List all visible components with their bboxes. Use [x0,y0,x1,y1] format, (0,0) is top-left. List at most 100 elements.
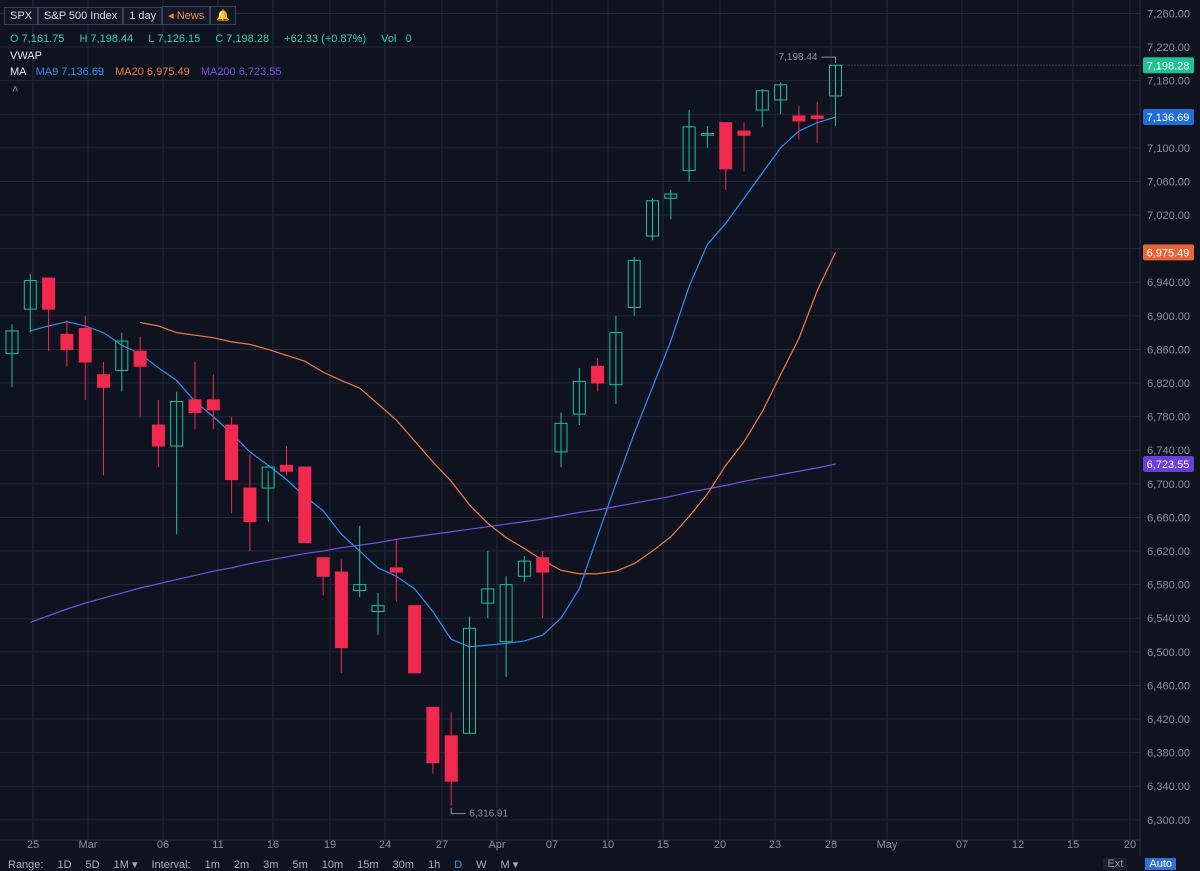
candle [97,362,110,476]
y-tick-label: 7,220.00 [1147,42,1190,54]
open-value: 7,161.75 [21,33,65,45]
range-1d[interactable]: 1D [57,858,72,871]
candle [591,357,605,392]
symbol-chip[interactable]: SPX [4,6,39,25]
candle [481,551,495,619]
candle-body [682,126,696,172]
scale-toggles: Ext Auto [1103,858,1190,870]
candle [60,320,74,367]
candle-body [700,133,714,136]
y-tick-label: 6,540.00 [1147,613,1190,625]
interval-3m[interactable]: 3m [263,858,279,871]
header-toolbar: SPX S&P 500 Index 1 day ◂ News 🔔 [4,6,236,25]
candle [5,324,19,388]
candle-body [554,422,568,453]
candle [78,315,92,400]
candle [316,557,330,596]
y-tick-label: 6,820.00 [1147,378,1190,390]
ohlc-readout: O 7,161.75 H 7,198.44 L 7,126.15 C 7,198.28 … [10,33,412,45]
interval-label: Interval: [151,858,191,871]
range-1m[interactable]: 1M ▾ [113,859,138,871]
ext-toggle[interactable]: Ext [1103,858,1128,870]
ma20-price-label: 6,975.49 [1143,244,1194,261]
interval-w[interactable]: W [476,858,487,871]
candle-body [572,380,586,415]
candle [243,454,257,552]
candle-body [389,567,403,573]
candle-body [97,374,110,388]
candle-body [225,424,239,481]
y-tick-label: 6,660.00 [1147,512,1190,524]
interval-5m[interactable]: 5m [292,858,308,871]
interval-2m[interactable]: 2m [233,858,250,871]
alert-bell-icon[interactable]: 🔔 [210,6,236,25]
candle-body [481,588,495,604]
candle-body [829,64,842,97]
ma9-price-label: 7,136.69 [1143,109,1194,126]
y-tick-label: 7,100.00 [1147,143,1190,155]
interval-m[interactable]: M ▾ [500,859,519,871]
change-value: +62.33 (+0.87%) [284,33,367,45]
x-tick-label: 11 [212,839,223,851]
price-labels: 7,198.28 7,136.69 6,975.49 6,723.55 [842,57,1194,473]
candle [353,525,367,598]
news-label: News [176,10,205,22]
y-axis: 6,300.00 6,340.00 6,380.00 6,420.00 6,460.00… [1147,8,1190,826]
candle-body [334,571,348,649]
range-5d[interactable]: 5D [85,858,100,871]
y-tick-label: 6,860.00 [1147,344,1190,356]
candle [188,362,202,430]
candle-body [5,330,19,355]
ma200-price-label: 6,723.55 [1143,456,1194,473]
candle [389,538,403,602]
interval-10m[interactable]: 10m [321,858,344,871]
candle [408,605,422,674]
candle-body [280,464,293,472]
candle [133,336,147,417]
candle-body [298,466,312,544]
candle [737,122,751,172]
candle-body [206,399,220,411]
candle [810,101,824,143]
candle-body [115,340,129,371]
candle-body [499,584,513,643]
index-name-chip[interactable]: S&P 500 Index [38,6,124,25]
high-marker [821,56,836,64]
auto-toggle[interactable]: Auto [1145,858,1176,870]
x-tick-label: 28 [825,839,837,851]
collapse-caret-icon[interactable]: ˄ [12,84,19,96]
y-tick-label: 6,700.00 [1147,479,1190,491]
candle [334,559,348,673]
candle-body [444,735,458,782]
x-tick-label: Apr [488,839,505,851]
interval-30m[interactable]: 30m [392,858,414,871]
candle [499,576,513,678]
x-tick-label: 07 [546,839,558,851]
interval-1m[interactable]: 1m [204,858,220,871]
interval-15m[interactable]: 15m [357,858,379,871]
y-tick-label: 6,300.00 [1147,815,1190,827]
x-tick-label: 23 [769,839,781,851]
x-axis: 25 Mar 06 11 16 19 24 27 Apr 07 10 15 20 23 28 May 07 12 1… [27,839,1136,851]
x-tick-label: 20 [714,839,726,851]
candle [206,374,220,430]
interval-d[interactable]: D [454,858,463,871]
interval-chip[interactable]: 1 day [123,6,163,25]
ma-label: MA [10,66,27,78]
candle [23,273,37,333]
interval-1h[interactable]: 1h [427,858,441,871]
price-label-text: 6,975.49 [1147,247,1190,259]
candle [371,593,385,636]
ma-legend[interactable]: MA MA9 7,136.69 MA20 6,975.49 MA200 6,72… [10,66,282,78]
candle [170,391,184,535]
y-tick-label: 6,580.00 [1147,580,1190,592]
ma200-legend: MA200 6,723.55 [200,66,282,78]
y-tick-label: 6,500.00 [1147,647,1190,659]
x-tick-label: 06 [157,839,169,851]
y-tick-label: 6,420.00 [1147,714,1190,726]
grid [0,0,1141,856]
candle-body [517,560,531,577]
news-chip[interactable]: ◂ News [162,6,211,25]
vwap-label[interactable]: VWAP [10,50,42,62]
